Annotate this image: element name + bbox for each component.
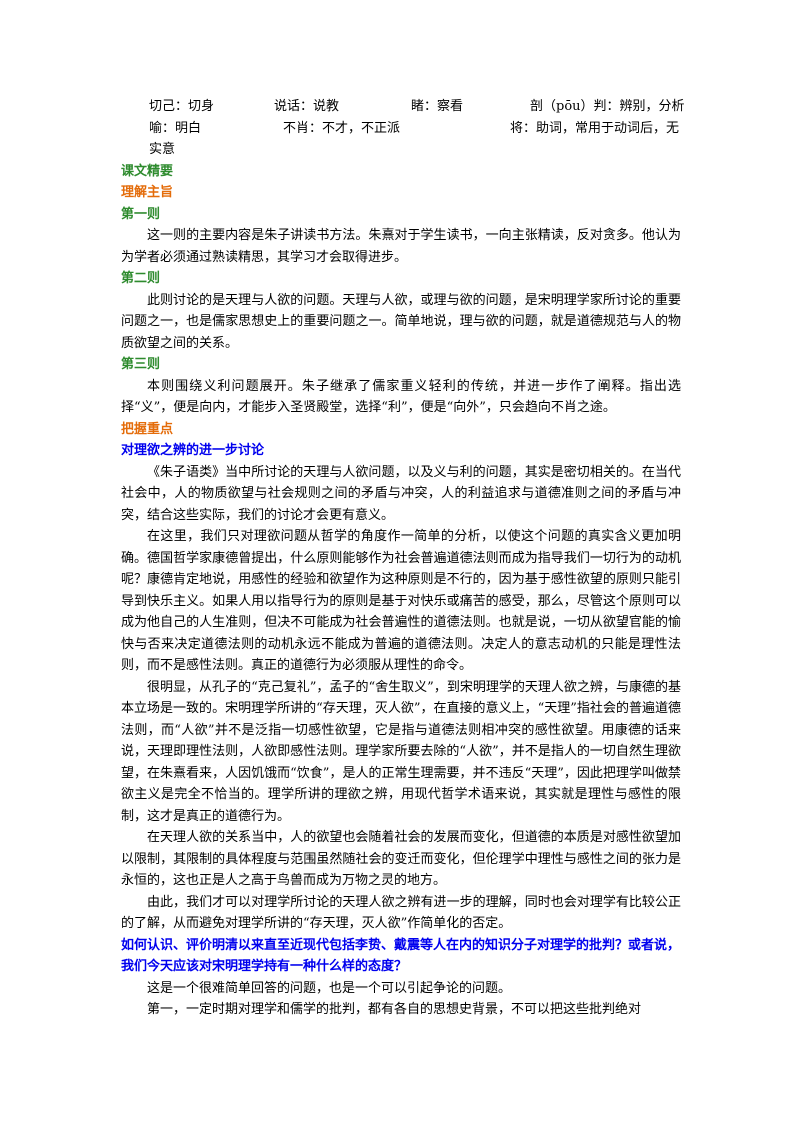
vocab-row-2: 喻：明白 不肖：不才，不正派 将：助词，常用于动词后，无: [121, 118, 681, 140]
paragraph-part2: 此则讨论的是天理与人欲的问题。天理与人欲，或理与欲的问题，是宋明理学家所讨论的重…: [121, 292, 681, 351]
subheading-part3: 第三则: [121, 357, 161, 372]
paragraph-part3: 本则围绕义利问题展开。朱子继承了儒家重义轻利的传统，并进一步作了阐释。指出选择“…: [121, 378, 681, 416]
paragraph-question-2: 第一，一定时期对理学和儒学的批判，都有各自的思想史背景，不可以把这些批判绝对: [147, 1002, 642, 1017]
paragraph-discussion-2: 在这里，我们只对理欲问题从哲学的角度作一简单的分析，以使这个问题的真实含义更加明…: [121, 529, 681, 673]
paragraph-discussion-4: 在天理人欲的关系当中，人的欲望也会随着社会的发展而变化，但道德的本质是对感性欲望…: [121, 830, 681, 888]
section-heading-theme: 理解主旨: [121, 185, 174, 200]
vocab-item: 喻：明白: [149, 120, 202, 136]
paragraph-discussion-5: 由此，我们才可以对理学所讨论的天理人欲之辨有进一步的理解，同时也会对理学有比较公…: [121, 894, 681, 932]
paragraph-part1: 这一则的主要内容是朱子讲读书方法。朱熹对于学生读书，一向主张精读，反对贪多。他认…: [121, 228, 681, 265]
subheading-part2: 第二则: [121, 271, 161, 286]
vocab-item: 睹：察看: [411, 99, 464, 114]
document-page: 切己：切身 说话：说教 睹：察看 剖（pōu）判：辨别，分析 喻：明白 不肖：不…: [121, 96, 685, 1021]
vocab-item: 剖（pōu）判：辨别，分析: [530, 99, 685, 114]
vocab-item: 将：助词，常用于动词后，无: [510, 120, 680, 136]
paragraph-question-1: 这是一个很难简单回答的问题，也是一个可以引起争论的问题。: [147, 980, 512, 996]
subheading-part1: 第一则: [121, 206, 161, 222]
vocab-item: 实意: [149, 142, 176, 157]
question-heading: 如何认识、评价明清以来直至近现代包括李贽、戴震等人在内的知识分子对理学的批判？或…: [121, 937, 681, 975]
vocab-item: 切己：切身: [149, 99, 215, 114]
section-heading-essentials: 课文精要: [121, 163, 174, 179]
vocab-row-3: 实意: [121, 139, 681, 161]
vocab-item: 不肖：不才，不正派: [283, 120, 401, 136]
paragraph-discussion-1: 《朱子语类》当中所讨论的天理与人欲问题，以及义与利的问题，其实是密切相关的。在当…: [121, 464, 681, 523]
vocab-row-1: 切己：切身 说话：说教 睹：察看 剖（pōu）判：辨别，分析: [121, 96, 685, 118]
section-heading-key-points: 把握重点: [121, 421, 174, 437]
subheading-discussion: 对理欲之辨的进一步讨论: [121, 443, 265, 458]
vocab-item: 说话：说教: [274, 99, 340, 114]
paragraph-discussion-3: 很明显，从孔子的“克己复礼”，孟子的“舍生取义”，到宋明理学的天理人欲之辨，与康…: [121, 679, 681, 824]
